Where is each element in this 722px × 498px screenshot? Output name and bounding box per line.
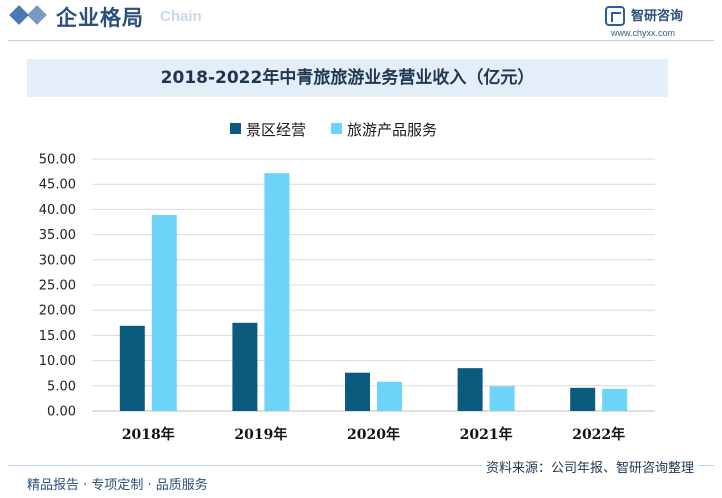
x-tick-label: 2020年 <box>347 426 400 443</box>
y-tick-label: 30.00 <box>39 253 76 268</box>
bar-travel-product-service <box>489 386 515 411</box>
y-tick-label: 50.00 <box>39 153 76 168</box>
legend-label-scenic: 景区经营 <box>246 121 307 139</box>
legend-swatch-travel-products <box>331 123 342 134</box>
y-tick-label: 5.00 <box>47 379 76 394</box>
bar-scenic-operation <box>345 372 370 411</box>
section-title: 企业格局 <box>56 6 144 30</box>
bar-scenic-operation <box>232 322 258 411</box>
legend-label-travel-products: 旅游产品服务 <box>347 121 438 139</box>
brand-logo-icon <box>605 6 625 26</box>
bar-travel-product-service <box>377 381 402 411</box>
x-tick-label: 2019年 <box>234 426 287 443</box>
watermark-text: Chain <box>160 8 202 25</box>
page-header: 企业格局 Chain 智研咨询 www.chyxx.com <box>0 0 722 46</box>
y-tick-label: 15.00 <box>39 329 76 344</box>
y-tick-label: 40.00 <box>39 203 76 218</box>
y-tick-label: 10.00 <box>39 354 76 369</box>
bar-scenic-operation <box>457 368 483 411</box>
bar-scenic-operation <box>119 325 145 411</box>
data-source: 资料来源：公司年报、智研咨询整理 <box>482 457 699 476</box>
brand-name: 智研咨询 <box>631 9 684 24</box>
bar-travel-product-service <box>602 388 628 411</box>
footer-slogan: 精品报告 · 专项定制 · 品质服务 <box>27 478 208 493</box>
chart-title: 2018-2022年中青旅旅游业务营业收入（亿元） <box>160 68 535 88</box>
y-tick-label: 25.00 <box>39 279 76 294</box>
header-divider <box>8 40 714 41</box>
y-tick-label: 0.00 <box>47 405 76 420</box>
footer-divider <box>8 465 714 466</box>
y-tick-label: 35.00 <box>39 228 76 243</box>
bar-travel-product-service <box>264 173 290 411</box>
x-tick-label: 2022年 <box>572 426 625 443</box>
legend-swatch-scenic <box>230 123 241 134</box>
chart-title-band: 2018-2022年中青旅旅游业务营业收入（亿元） <box>27 59 668 97</box>
brand-url: www.chyxx.com <box>611 28 676 38</box>
x-tick-label: 2021年 <box>460 426 513 443</box>
x-tick-label: 2018年 <box>122 426 175 443</box>
y-tick-label: 20.00 <box>39 304 76 319</box>
bar-travel-product-service <box>151 214 177 411</box>
bar-scenic-operation <box>570 387 596 411</box>
y-tick-label: 45.00 <box>39 178 76 193</box>
